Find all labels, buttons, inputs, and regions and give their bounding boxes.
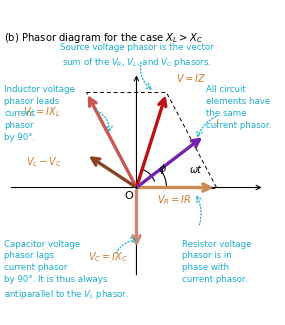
Text: $V = IZ$: $V = IZ$ [176, 72, 207, 84]
Text: Inductor voltage
phasor leads
current
phasor
by 90°.: Inductor voltage phasor leads current ph… [4, 85, 75, 142]
Text: $V_C = IX_C$: $V_C = IX_C$ [88, 251, 129, 264]
Text: (b) Phasor diagram for the case $X_L > X_C$: (b) Phasor diagram for the case $X_L > X… [4, 32, 203, 46]
Text: $V_L - V_C$: $V_L - V_C$ [27, 155, 62, 169]
Text: $I$: $I$ [215, 117, 219, 129]
Text: ωt: ωt [190, 164, 201, 175]
Text: $V_R = IR$: $V_R = IR$ [157, 193, 192, 207]
Text: All circuit
elements have
the same
current phasor.: All circuit elements have the same curre… [207, 85, 272, 130]
Text: Capacitor voltage
phasor lags
current phasor
by 90°. It is thus always
antiparal: Capacitor voltage phasor lags current ph… [4, 240, 129, 301]
Text: Source voltage phasor is the vector
sum of the $V_R$, $V_L$, and $V_C$ phasors.: Source voltage phasor is the vector sum … [60, 44, 213, 69]
Text: $V_L = IX_L$: $V_L = IX_L$ [23, 106, 60, 119]
Text: ϕ: ϕ [158, 163, 166, 174]
Text: O: O [125, 190, 133, 201]
Text: Resistor voltage
phasor is in
phase with
current phasor.: Resistor voltage phasor is in phase with… [182, 240, 252, 284]
